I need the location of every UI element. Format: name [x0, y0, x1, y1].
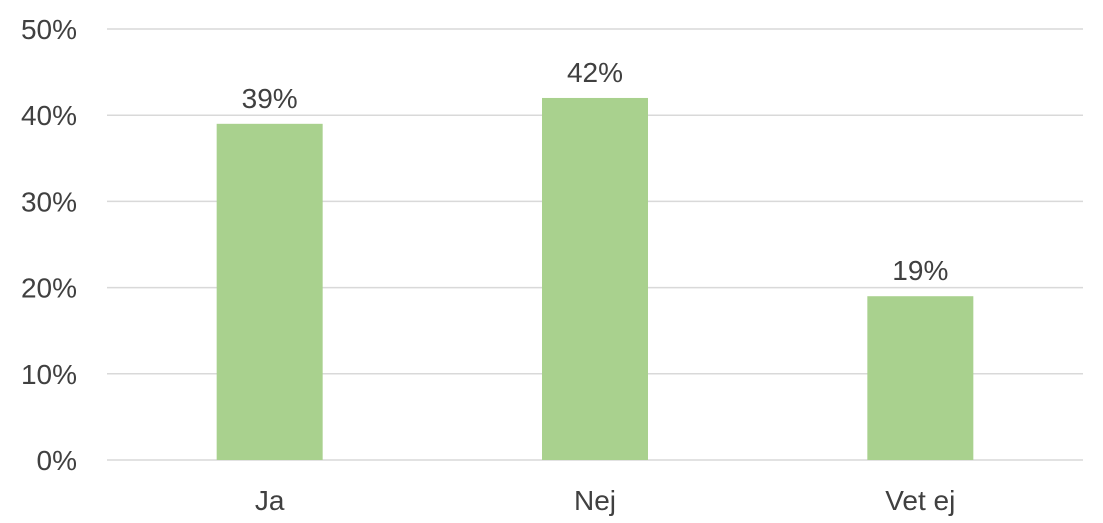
y-tick-label: 10% [21, 359, 77, 390]
x-tick-label: Nej [574, 485, 616, 516]
y-tick-label: 50% [21, 14, 77, 45]
data-label: 42% [567, 57, 623, 88]
bar [542, 97, 648, 461]
data-label: 39% [242, 83, 298, 114]
y-tick-label: 40% [21, 100, 77, 131]
x-axis-tick-labels: Ja Nej Vet ej [255, 485, 955, 516]
x-tick-label: Vet ej [885, 485, 955, 516]
y-tick-label: 0% [37, 445, 77, 476]
y-tick-label: 30% [21, 186, 77, 217]
x-tick-label: Ja [255, 485, 285, 516]
bar [216, 123, 323, 460]
bars [216, 97, 974, 461]
y-axis-tick-labels: 0% 10% 20% 30% 40% 50% [21, 14, 77, 476]
y-tick-label: 20% [21, 273, 77, 304]
bar [867, 296, 974, 460]
data-labels: 39% 42% 19% [242, 57, 949, 286]
data-label: 19% [892, 255, 948, 286]
